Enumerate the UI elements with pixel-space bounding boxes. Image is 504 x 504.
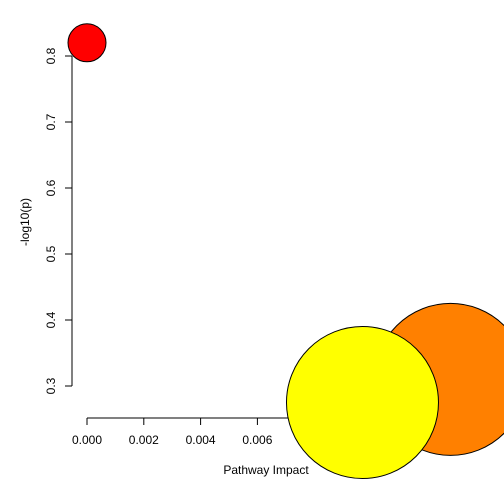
x-tick-label: 0.004	[186, 433, 216, 447]
y-tick-label: 0.8	[44, 47, 58, 64]
data-point	[285, 326, 439, 479]
y-tick-label: 0.7	[44, 113, 58, 130]
x-tick-label: 0.006	[242, 433, 272, 447]
x-axis-label: Pathway Impact	[223, 463, 309, 477]
x-tick-label: 0.002	[129, 433, 159, 447]
y-tick-label: 0.6	[44, 179, 58, 196]
data-point	[67, 23, 107, 63]
y-tick-label: 0.3	[44, 377, 58, 394]
y-tick-label: 0.5	[44, 245, 58, 262]
y-axis-label: -log10(p)	[18, 198, 32, 246]
data-points	[67, 23, 504, 479]
y-axis: 0.3 0.4 0.5 0.6 0.7 0.8	[44, 47, 73, 394]
y-tick-label: 0.4	[44, 311, 58, 328]
x-tick-label: 0.000	[72, 433, 102, 447]
